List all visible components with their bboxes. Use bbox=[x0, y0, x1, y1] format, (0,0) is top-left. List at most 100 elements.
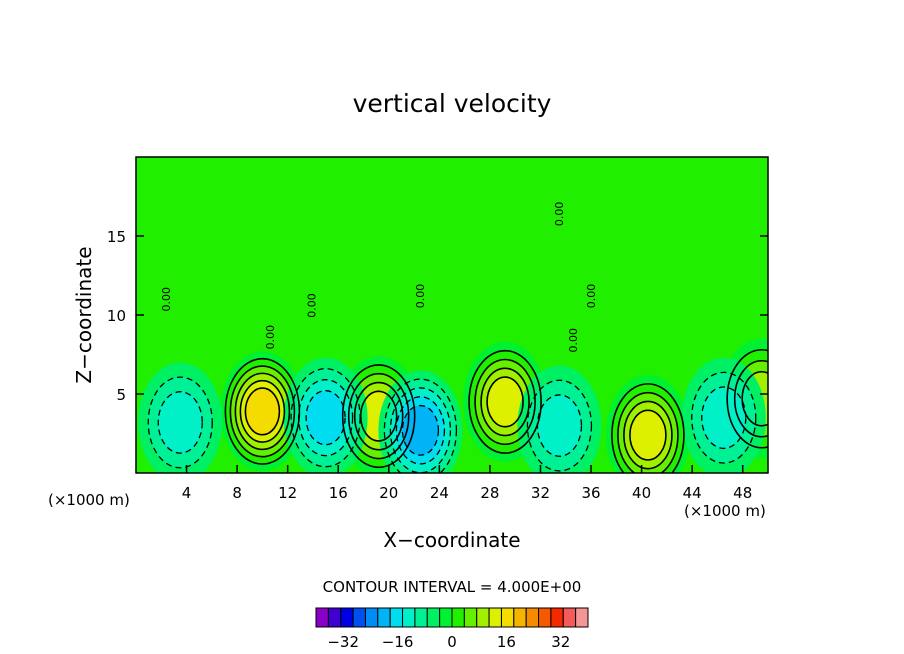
contour-region bbox=[487, 377, 524, 427]
contour-line bbox=[147, 376, 213, 469]
contour-line bbox=[224, 357, 301, 465]
contour-line bbox=[701, 386, 747, 450]
colorbar-swatch bbox=[562, 607, 577, 628]
colorbar-swatch bbox=[575, 607, 589, 628]
colorbar-swatch bbox=[463, 607, 478, 628]
colorbar-swatch bbox=[402, 607, 416, 628]
colorbar-swatch bbox=[364, 607, 379, 628]
colorbar-swatch bbox=[340, 607, 354, 628]
contour-line bbox=[297, 379, 354, 457]
contour-line bbox=[347, 372, 410, 460]
colorbar-tick-label: 0 bbox=[447, 633, 457, 651]
x-tick-label: 20 bbox=[379, 484, 398, 502]
chart-title: vertical velocity bbox=[353, 89, 552, 118]
colorbar bbox=[315, 607, 589, 628]
x-axis-ticks: 4 8 12 16 20 24 28 32 36 40 44 48 bbox=[182, 465, 752, 502]
contour-line bbox=[341, 364, 416, 469]
contour-line bbox=[526, 379, 593, 472]
colorbar-swatch bbox=[525, 607, 540, 628]
colorbar-swatch bbox=[414, 607, 428, 628]
plot-area: 0.00 0.00 0.00 0.00 0.00 0.00 0.00 bbox=[135, 156, 769, 474]
contour-line bbox=[244, 387, 281, 436]
contour-line bbox=[741, 370, 768, 427]
x-tick-label: 28 bbox=[480, 484, 499, 502]
y-axis-label: Z−coordinate bbox=[72, 246, 96, 383]
contour-zero-label: 0.00 bbox=[160, 287, 173, 312]
contour-region bbox=[402, 405, 439, 456]
y-tick-label: 15 bbox=[107, 228, 126, 246]
contour-line bbox=[290, 368, 361, 468]
x-tick-label: 4 bbox=[182, 484, 192, 502]
x-unit-left: (×1000 m) bbox=[48, 491, 130, 509]
contour-line-layer bbox=[147, 348, 768, 473]
contour-interval-note: CONTOUR INTERVAL = 4.000E+00 bbox=[323, 578, 582, 596]
colorbar-swatch bbox=[500, 607, 515, 628]
contour-zero-label: 0.00 bbox=[414, 284, 427, 309]
x-tick-label: 44 bbox=[683, 484, 702, 502]
colorbar-swatch bbox=[476, 607, 490, 628]
contour-line bbox=[157, 391, 203, 454]
contour-line bbox=[486, 376, 524, 428]
contour-zero-label: 0.00 bbox=[585, 284, 598, 309]
contour-zero-label: 0.00 bbox=[567, 328, 580, 353]
contour-line bbox=[726, 348, 768, 449]
contour-line bbox=[395, 396, 446, 465]
colorbar-tick-labels: −32 −16 0 16 32 bbox=[327, 633, 570, 651]
colorbar-swatch bbox=[451, 607, 465, 628]
x-tick-label: 8 bbox=[232, 484, 242, 502]
contour-zero-label: 0.00 bbox=[264, 325, 277, 350]
contour-line bbox=[234, 372, 291, 451]
contour-label-layer: 0.00 0.00 0.00 0.00 0.00 0.00 0.00 bbox=[160, 202, 598, 353]
contour-line bbox=[474, 358, 536, 446]
y-axis-ticks: 5 10 15 bbox=[107, 228, 768, 404]
contour-line bbox=[617, 391, 679, 473]
contour-region bbox=[245, 388, 280, 435]
contour-zero-label: 0.00 bbox=[553, 202, 566, 227]
contour-line bbox=[468, 349, 542, 454]
contour-line bbox=[691, 371, 757, 464]
colorbar-tick-label: −16 bbox=[382, 633, 414, 651]
contour-line bbox=[611, 383, 685, 473]
contour-line bbox=[239, 379, 286, 443]
colorbar-swatch bbox=[352, 607, 366, 628]
colorbar-swatch bbox=[488, 607, 502, 628]
y-tick-label: 5 bbox=[116, 386, 126, 404]
x-tick-label: 36 bbox=[581, 484, 600, 502]
colorbar-swatch bbox=[513, 607, 527, 628]
colorbar-swatch bbox=[377, 607, 391, 628]
colorbar-swatch bbox=[439, 607, 453, 628]
contour-line bbox=[383, 378, 458, 473]
contour-line bbox=[629, 409, 667, 461]
contour-region bbox=[537, 394, 582, 457]
contour-region bbox=[306, 390, 346, 445]
contour-line bbox=[353, 381, 404, 451]
x-tick-label: 32 bbox=[531, 484, 550, 502]
y-tick-label: 10 bbox=[107, 307, 126, 325]
colorbar-swatch bbox=[426, 607, 441, 628]
contour-line bbox=[536, 394, 583, 457]
contour-line bbox=[480, 367, 530, 437]
colorbar-tick-label: −32 bbox=[327, 633, 359, 651]
contour-region bbox=[158, 391, 203, 454]
x-tick-label: 12 bbox=[278, 484, 297, 502]
x-tick-label: 24 bbox=[430, 484, 449, 502]
contour-line bbox=[401, 404, 440, 456]
colorbar-swatch bbox=[327, 607, 342, 628]
contour-zero-label: 0.00 bbox=[305, 293, 318, 318]
contour-line bbox=[305, 390, 346, 446]
x-tick-label: 16 bbox=[329, 484, 348, 502]
contour-line bbox=[229, 365, 296, 458]
x-tick-label: 40 bbox=[632, 484, 651, 502]
contour-line bbox=[733, 359, 768, 438]
x-axis-label: X−coordinate bbox=[383, 528, 520, 552]
colorbar-tick-label: 32 bbox=[551, 633, 570, 651]
colorbar-tick-label: 16 bbox=[497, 633, 516, 651]
x-unit-right: (×1000 m) bbox=[684, 502, 766, 520]
colorbar-swatch bbox=[550, 607, 564, 628]
colorbar-swatch bbox=[538, 607, 552, 628]
colorbar-swatch bbox=[389, 607, 404, 628]
colorbar-swatch bbox=[315, 607, 329, 628]
x-tick-label: 48 bbox=[733, 484, 752, 502]
contour-line bbox=[389, 387, 452, 473]
